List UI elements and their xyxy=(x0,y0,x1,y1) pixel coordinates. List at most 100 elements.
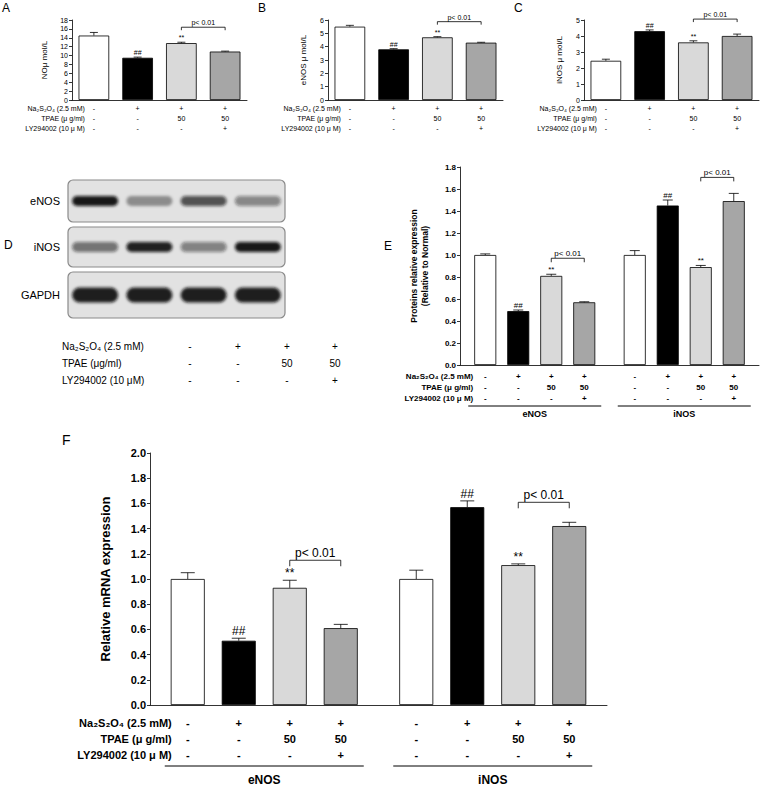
svg-text:50: 50 xyxy=(284,733,296,745)
svg-text:-: - xyxy=(93,115,96,122)
svg-text:-: - xyxy=(648,125,651,132)
svg-text:1: 1 xyxy=(320,83,324,90)
svg-text:3: 3 xyxy=(320,57,324,64)
svg-text:p< 0.01: p< 0.01 xyxy=(191,19,215,27)
svg-text:##: ## xyxy=(461,487,475,501)
svg-text:##: ## xyxy=(390,41,398,48)
svg-text:B: B xyxy=(258,1,266,15)
svg-text:+: + xyxy=(566,717,572,729)
svg-text:-: - xyxy=(288,749,292,761)
svg-text:**: ** xyxy=(698,256,704,265)
svg-text:+: + xyxy=(338,749,344,761)
svg-text:TPAE (μ g/ml): TPAE (μ g/ml) xyxy=(553,115,597,123)
svg-text:eNOS: eNOS xyxy=(522,409,547,419)
svg-text:-: - xyxy=(666,394,669,403)
svg-text:5: 5 xyxy=(576,17,580,24)
svg-text:TPAE (μ g/ml): TPAE (μ g/ml) xyxy=(421,383,473,392)
svg-text:5: 5 xyxy=(320,30,324,37)
svg-text:**: ** xyxy=(435,29,441,36)
svg-text:-: - xyxy=(465,749,469,761)
svg-text:**: ** xyxy=(514,550,524,564)
svg-text:-: - xyxy=(285,375,288,386)
svg-text:2: 2 xyxy=(320,70,324,77)
svg-text:GAPDH: GAPDH xyxy=(21,289,60,301)
svg-text:-: - xyxy=(484,394,487,403)
svg-text:Na₂S₂O₄ (2.5 mM): Na₂S₂O₄ (2.5 mM) xyxy=(284,105,341,113)
svg-text:+: + xyxy=(332,341,338,352)
svg-text:p< 0.01: p< 0.01 xyxy=(524,488,565,502)
svg-text:+: + xyxy=(566,749,572,761)
svg-text:1: 1 xyxy=(576,81,580,88)
svg-text:+: + xyxy=(691,105,695,112)
svg-text:+: + xyxy=(582,394,587,403)
svg-text:50: 50 xyxy=(477,115,485,122)
svg-text:iNOS: iNOS xyxy=(34,241,60,253)
svg-text:0.0: 0.0 xyxy=(445,361,457,370)
svg-text:+: + xyxy=(136,105,140,112)
svg-text:-: - xyxy=(517,394,520,403)
svg-text:0.0: 0.0 xyxy=(131,699,146,711)
svg-text:-: - xyxy=(237,749,241,761)
svg-text:Na₂S₂O₄ (2.5 mM): Na₂S₂O₄ (2.5 mM) xyxy=(406,372,474,381)
svg-text:-: - xyxy=(648,115,651,122)
svg-text:+: + xyxy=(735,125,739,132)
svg-text:1.8: 1.8 xyxy=(131,472,146,484)
svg-text:+: + xyxy=(179,105,183,112)
svg-text:-: - xyxy=(236,358,239,369)
svg-text:D: D xyxy=(4,238,13,252)
svg-text:-: - xyxy=(516,749,520,761)
svg-text:p< 0.01: p< 0.01 xyxy=(447,14,471,22)
svg-text:p< 0.01: p< 0.01 xyxy=(704,168,731,177)
svg-text:-: - xyxy=(666,383,669,392)
svg-text:50: 50 xyxy=(689,115,697,122)
svg-text:**: ** xyxy=(691,33,697,40)
svg-text:+: + xyxy=(332,375,338,386)
svg-text:+: + xyxy=(731,394,736,403)
svg-text:**: ** xyxy=(548,265,554,274)
svg-text:iNOS: iNOS xyxy=(478,773,507,787)
svg-text:-: - xyxy=(484,372,487,381)
svg-text:-: - xyxy=(605,115,608,122)
svg-text:Na₂S₂O₄ (2.5 mM): Na₂S₂O₄ (2.5 mM) xyxy=(79,717,172,729)
svg-text:+: + xyxy=(731,372,736,381)
svg-text:50: 50 xyxy=(729,383,738,392)
svg-text:-: - xyxy=(186,717,190,729)
svg-text:-: - xyxy=(236,375,239,386)
svg-text:LY294002 (10 μ M): LY294002 (10 μ M) xyxy=(25,125,85,133)
svg-text:##: ## xyxy=(663,191,672,200)
svg-text:+: + xyxy=(479,105,483,112)
svg-text:+: + xyxy=(236,717,242,729)
svg-text:12: 12 xyxy=(60,43,68,50)
svg-text:-: - xyxy=(414,717,418,729)
svg-text:50: 50 xyxy=(329,358,341,369)
svg-text:1.2: 1.2 xyxy=(131,548,146,560)
svg-text:TPAE (μ g/ml): TPAE (μ g/ml) xyxy=(100,733,172,745)
svg-text:-: - xyxy=(349,125,352,132)
svg-text:-: - xyxy=(484,383,487,392)
svg-text:50: 50 xyxy=(733,115,741,122)
svg-text:-: - xyxy=(349,105,352,112)
svg-text:+: + xyxy=(284,341,290,352)
svg-text:50: 50 xyxy=(580,383,589,392)
svg-text:4: 4 xyxy=(64,79,68,86)
svg-text:4: 4 xyxy=(320,43,324,50)
svg-text:eNOS: eNOS xyxy=(30,195,60,207)
svg-text:+: + xyxy=(392,105,396,112)
svg-text:p< 0.01: p< 0.01 xyxy=(703,11,727,19)
svg-text:+: + xyxy=(582,372,587,381)
svg-text:0.6: 0.6 xyxy=(131,623,146,635)
svg-text:18: 18 xyxy=(60,17,68,24)
svg-text:-: - xyxy=(188,375,191,386)
svg-text:-: - xyxy=(699,394,702,403)
svg-text:-: - xyxy=(633,383,636,392)
svg-text:2.0: 2.0 xyxy=(131,447,146,459)
svg-text:##: ## xyxy=(514,301,523,310)
svg-text:2: 2 xyxy=(576,65,580,72)
svg-text:14: 14 xyxy=(60,34,68,41)
svg-text:LY294002 (10 μ M): LY294002 (10 μ M) xyxy=(405,394,474,403)
svg-text:A: A xyxy=(2,1,10,15)
svg-text:50: 50 xyxy=(177,115,185,122)
svg-text:4: 4 xyxy=(576,33,580,40)
svg-text:16: 16 xyxy=(60,25,68,32)
svg-text:-: - xyxy=(517,383,520,392)
